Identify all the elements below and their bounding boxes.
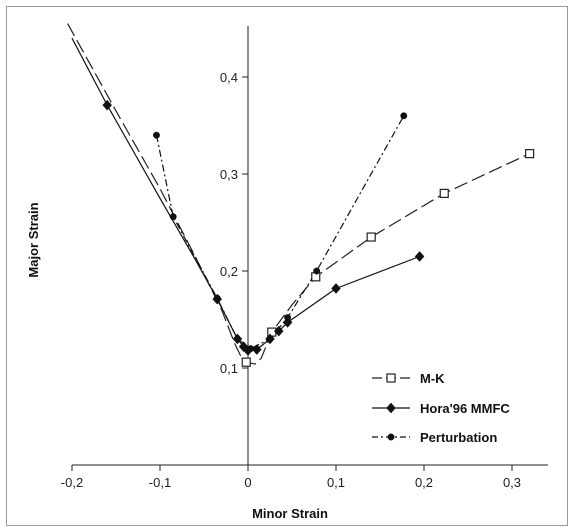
y-axis-title: Major Strain (26, 202, 41, 277)
chart-frame (6, 6, 568, 526)
ticks: -0,2 -0,1 0 0,1 0,2 0,3 0,1 0,2 0,3 0,4 (61, 70, 521, 490)
series-line (155, 115, 405, 350)
mk-square-marker (386, 373, 396, 383)
mmfc-diamond-marker (414, 251, 425, 262)
x-tick-label: -0,1 (149, 475, 171, 490)
mmfc-diamond-marker (386, 402, 396, 414)
perturbation-circle-marker (284, 314, 292, 322)
perturbation-circle-marker (387, 433, 395, 441)
x-tick-label: 0,3 (503, 475, 521, 490)
series-line (71, 37, 420, 352)
perturbation-circle-marker (247, 345, 255, 353)
y-tick-label: 0,1 (220, 361, 238, 376)
legend-label: M-K (420, 371, 445, 386)
legend-label: Perturbation (420, 430, 497, 445)
y-tick-label: 0,3 (220, 167, 238, 182)
mk-square-marker (524, 149, 535, 159)
perturbation-circle-marker (153, 131, 160, 139)
mk-square-marker (439, 188, 449, 198)
x-tick-label: 0 (244, 475, 251, 490)
perturbation-circle-marker (313, 267, 321, 275)
series-line (67, 23, 530, 365)
x-tick-label: -0,2 (61, 475, 83, 490)
perturbation-circle-marker (169, 213, 177, 221)
y-tick-label: 0,2 (220, 264, 238, 279)
perturbation-circle-marker (233, 335, 241, 343)
mmfc-diamond-marker (331, 283, 341, 294)
legend-label: Hora'96 MMFC (420, 401, 510, 416)
series-curves (67, 23, 530, 365)
legend: M-K Hora'96 MMFC Perturbation (372, 371, 510, 445)
axes (72, 26, 548, 466)
mk-square-marker (366, 232, 376, 242)
series-markers (102, 99, 535, 367)
perturbation-circle-marker (213, 294, 221, 302)
mk-square-marker (241, 357, 251, 367)
x-axis-title: Minor Strain (252, 506, 328, 521)
x-tick-label: 0,2 (415, 475, 433, 490)
x-tick-label: 0,1 (327, 475, 345, 490)
mmfc-diamond-marker (273, 325, 284, 337)
y-tick-label: 0,4 (220, 70, 238, 85)
mmfc-diamond-marker (102, 99, 113, 111)
perturbation-circle-marker (400, 112, 408, 120)
perturbation-circle-marker (266, 335, 274, 343)
